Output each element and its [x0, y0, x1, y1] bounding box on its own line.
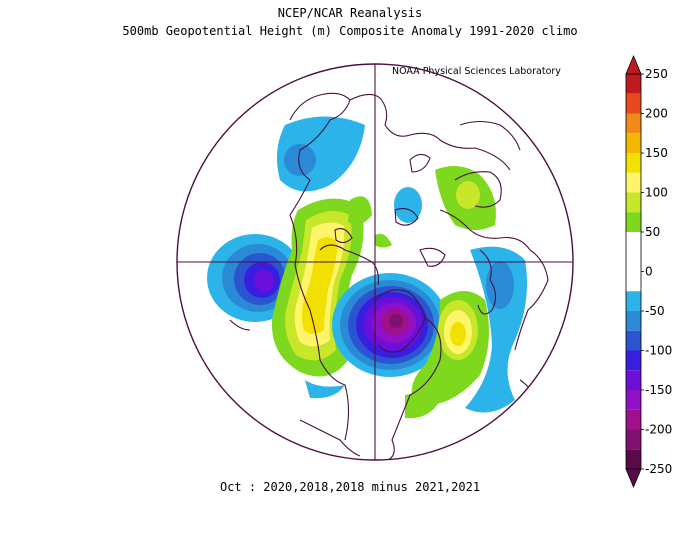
colorbar-bin: [626, 133, 641, 153]
map-caption: Oct : 2020,2018,2018 minus 2021,2021: [219, 480, 481, 494]
colorbar-bin: [626, 251, 641, 292]
colorbar-bin: [626, 350, 641, 371]
colorbar-bin: [626, 113, 641, 134]
colorbar-tick-label: 0: [645, 265, 653, 279]
colorbar-tick-label: 100: [645, 186, 668, 200]
colorbar-bin: [626, 330, 641, 351]
colorbar-tick-label: 250: [645, 67, 668, 81]
bering-negative-anomaly: [276, 116, 422, 223]
colorbar-bin: [626, 429, 641, 450]
colorbar-bin: [626, 409, 641, 430]
colorbar-bin: [626, 74, 641, 94]
colorbar-bin: [626, 153, 641, 173]
colorbar: 250 200 150 100 50 0 -50 -100 -150 -200 -250: [625, 54, 672, 489]
colorbar-tick-label: 150: [645, 146, 668, 160]
colorbar-bin: [626, 93, 641, 114]
siberia-positive-anomaly: [435, 166, 496, 230]
central-negative-anomaly: [332, 273, 448, 377]
colorbar-min-arrow: [625, 468, 642, 489]
map-boundary: [176, 63, 574, 461]
map-title: NCEP/NCAR Reanalysis: [277, 6, 423, 20]
colorbar-tick-label: -50: [645, 304, 665, 318]
colorbar-bin: [626, 232, 641, 252]
colorbar-bin: [626, 291, 641, 311]
colorbar-bin: [626, 172, 641, 193]
colorbar-bin: [626, 449, 641, 469]
colorbar-bin: [626, 311, 641, 331]
europe-negative-anomaly: [465, 246, 528, 413]
colorbar-tick-label: -150: [645, 383, 672, 397]
colorbar-max-arrow: [625, 54, 642, 75]
colorbar-bin: [626, 370, 641, 390]
colorbar-tick-label: 200: [645, 107, 668, 121]
anomaly-field: [207, 116, 528, 419]
colorbar-tick-label: -250: [645, 462, 672, 476]
colorbar-tick-label: -200: [645, 423, 672, 437]
colorbar-tick-label: 50: [645, 225, 660, 239]
colorbar-bin: [626, 390, 641, 410]
colorbar-bin: [626, 192, 641, 213]
colorbar-bin: [626, 212, 641, 232]
colorbar-tick-label: -100: [645, 344, 672, 358]
map-subtitle: 500mb Geopotential Height (m) Composite …: [122, 24, 578, 38]
credit-label: NOAA Physical Sciences Laboratory: [392, 66, 561, 77]
